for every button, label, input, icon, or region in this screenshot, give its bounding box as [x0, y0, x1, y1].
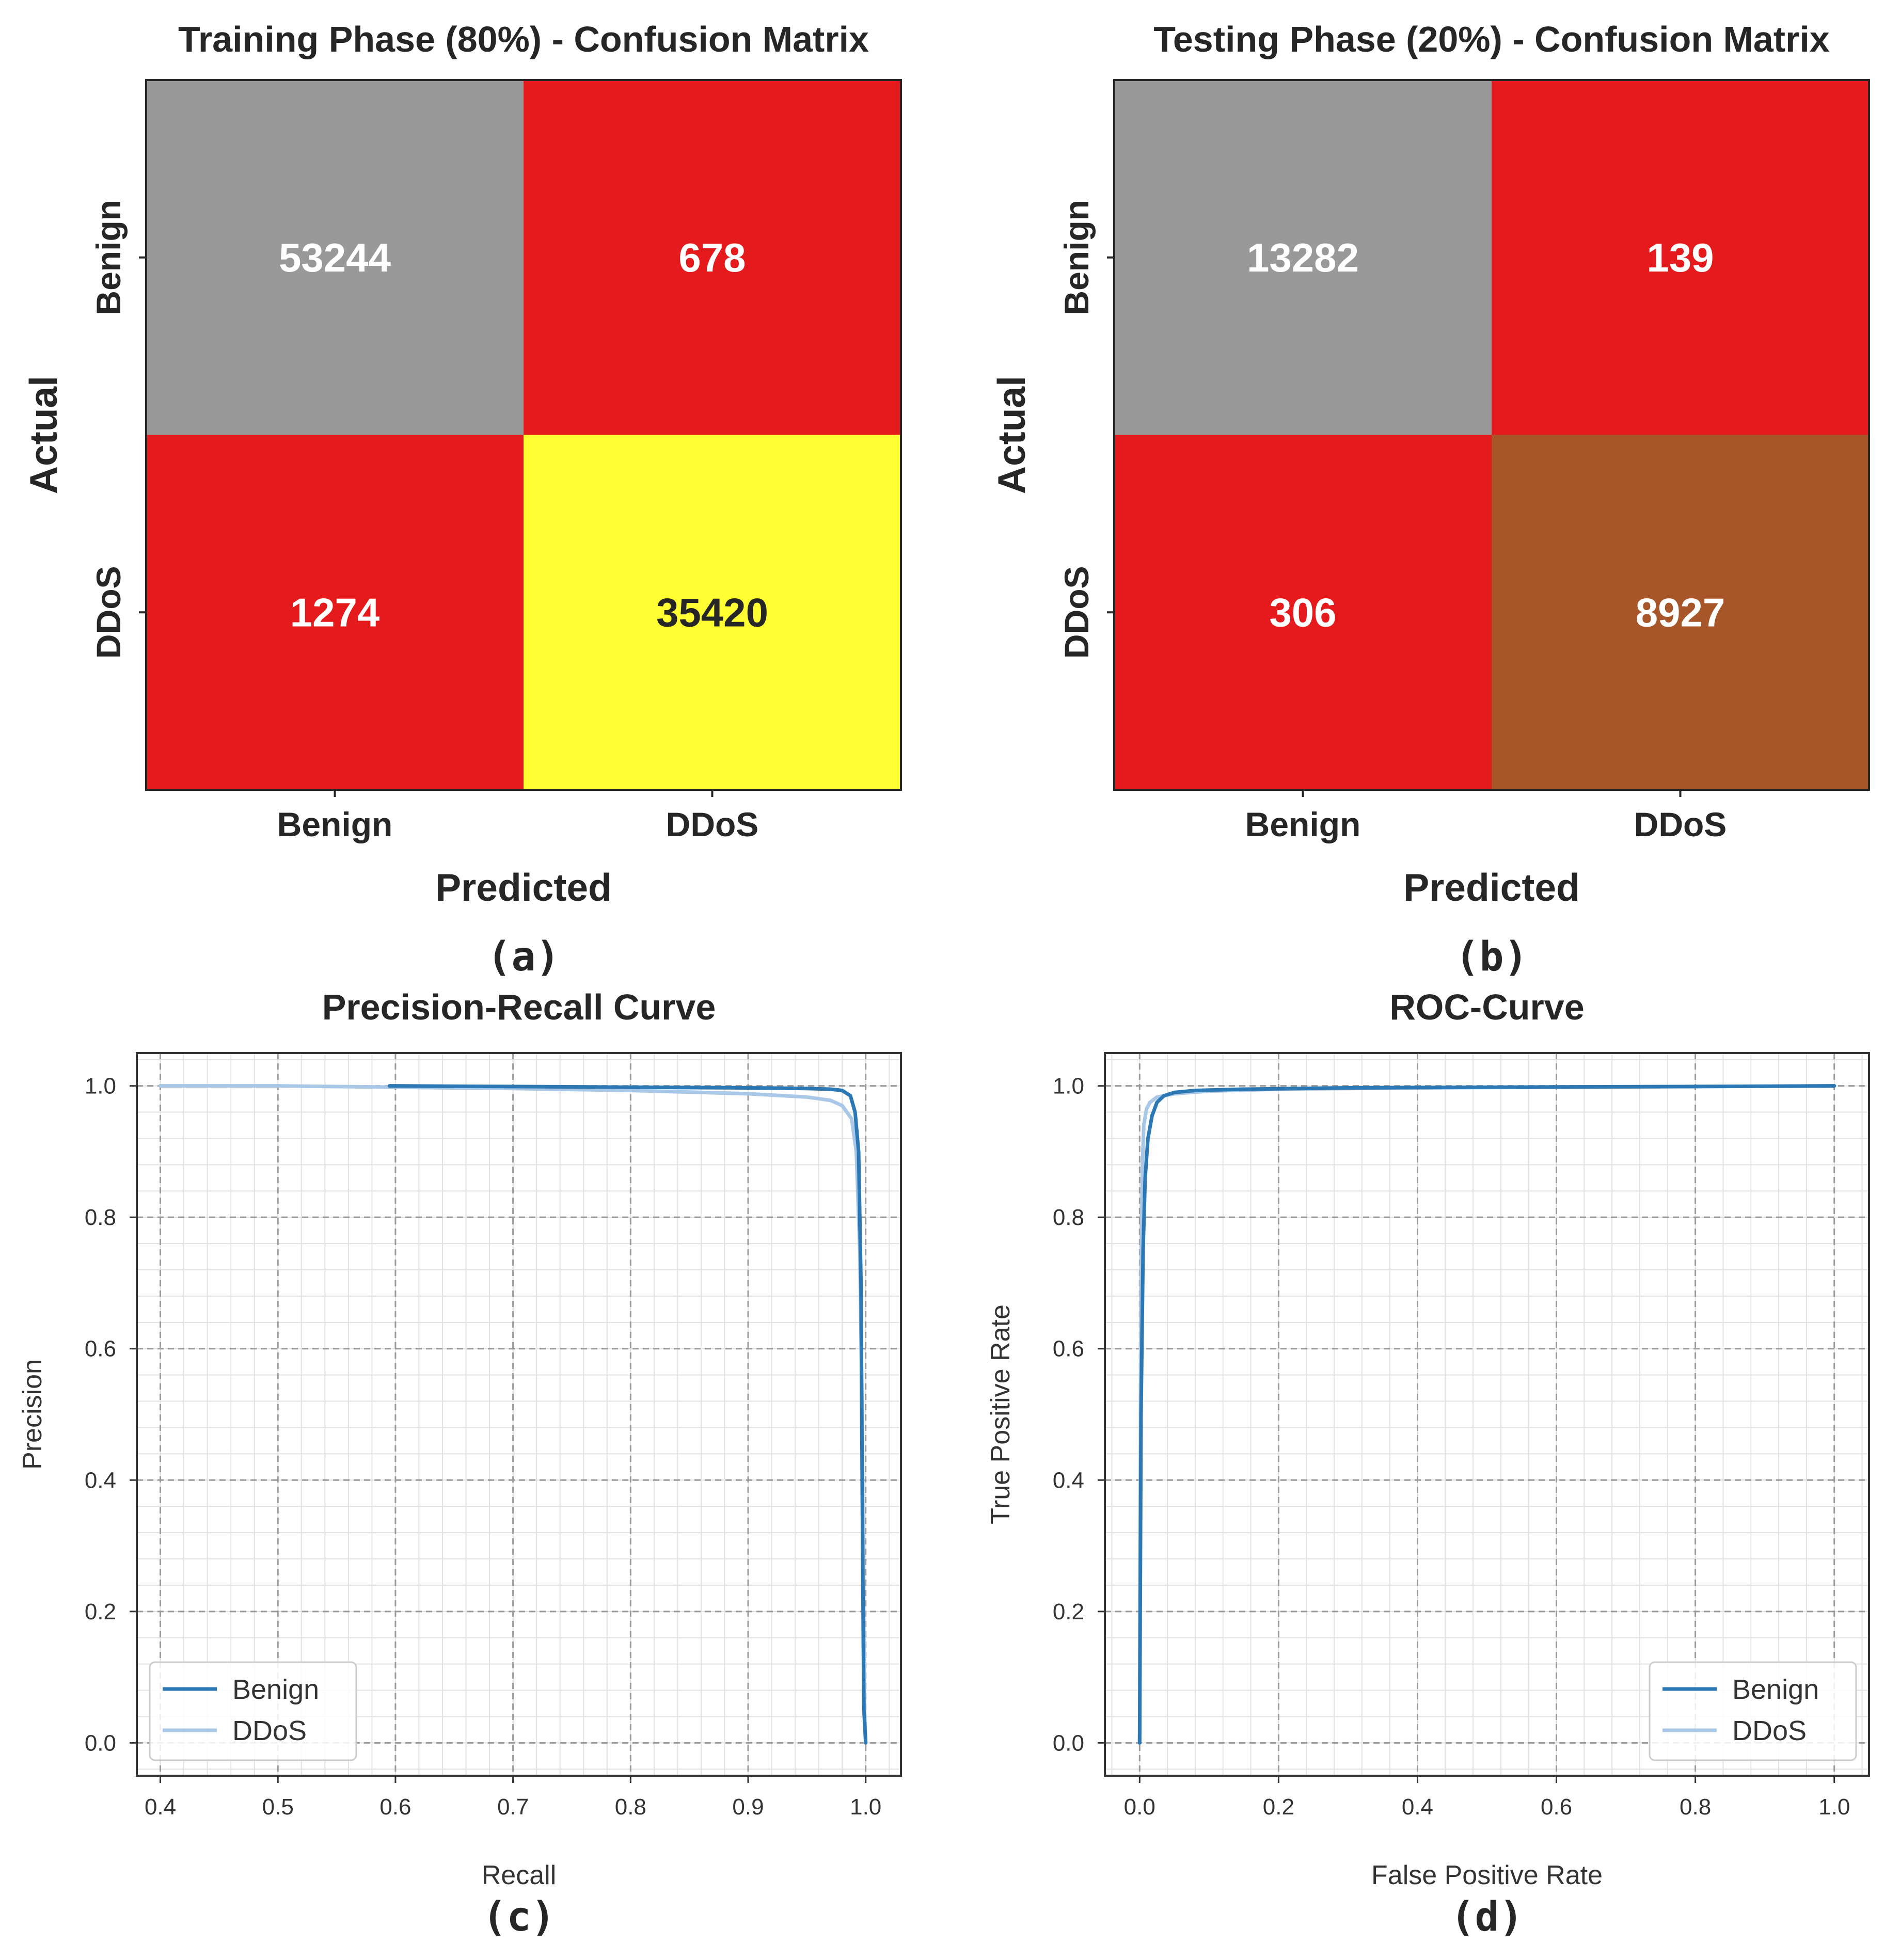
cell-value-label: 35420: [656, 589, 768, 635]
chart-title: ROC-Curve: [1389, 987, 1584, 1027]
y-axis-label: True Positive Rate: [986, 1304, 1016, 1524]
legend-label: DDoS: [1732, 1715, 1807, 1746]
cell-value-label: 13282: [1247, 235, 1359, 280]
legend-label: Benign: [232, 1674, 319, 1705]
y-tick-label: DDoS: [89, 566, 128, 659]
x-axis-label: False Positive Rate: [1371, 1860, 1603, 1890]
legend-box: [149, 1661, 357, 1761]
heatmap-cell: [146, 80, 524, 435]
heatmap-cell: [1114, 435, 1492, 790]
x-tick-label: 0.4: [1402, 1794, 1433, 1820]
x-axis-label: Recall: [482, 1860, 557, 1890]
heatmap-cell: [1114, 80, 1492, 435]
y-tick-label: 0.4: [1053, 1468, 1084, 1493]
cell-value-label: 1274: [290, 589, 380, 635]
y-tick-label: 0.4: [85, 1468, 116, 1493]
chart-title: Precision-Recall Curve: [322, 987, 716, 1027]
heatmap-cell: [146, 435, 524, 790]
plot-frame: [136, 1052, 902, 1777]
cell-value-label: 139: [1646, 235, 1714, 280]
y-tick-label: 0.0: [1053, 1730, 1084, 1756]
x-axis-label: Predicted: [435, 866, 612, 909]
legend: Benign DDoS: [1649, 1661, 1857, 1761]
panel-label: (a): [487, 934, 560, 980]
legend: Benign DDoS: [149, 1661, 357, 1761]
heatmap-cell: [1492, 435, 1869, 790]
x-tick-label: 0.2: [1263, 1794, 1294, 1820]
cell-value-label: 678: [678, 235, 746, 280]
x-tick-label: 0.4: [145, 1794, 176, 1820]
x-tick-label: 0.7: [497, 1794, 529, 1820]
precision-recall-panel: Precision-Recall Curve 0.4 0.5 0.6 0.7 0.8 0.9…: [18, 987, 902, 1940]
plot-frame: [1104, 1052, 1870, 1777]
series-line-benign: [388, 1084, 868, 1745]
x-tick-label: Benign: [1245, 805, 1361, 843]
x-tick-label: 1.0: [1818, 1794, 1850, 1820]
cell-value-label: 53244: [279, 235, 391, 280]
y-tick-label: 0.8: [1053, 1205, 1084, 1230]
cell-value-label: 8927: [1636, 589, 1725, 635]
x-tick-label: 1.0: [850, 1794, 881, 1820]
panel-label: (c): [483, 1894, 556, 1940]
x-tick-label: DDoS: [1634, 805, 1727, 843]
y-tick-label: 1.0: [1053, 1074, 1084, 1099]
x-tick-label: 0.0: [1124, 1794, 1155, 1820]
confusion-matrix-testing-panel: Testing Phase (20%) - Confusion Matrix 13…: [990, 19, 1870, 980]
y-tick-label: 0.6: [85, 1336, 116, 1362]
y-axis-label: Actual: [990, 376, 1033, 494]
y-tick-label: DDoS: [1057, 566, 1096, 659]
series-line-benign: [1137, 1084, 1836, 1745]
panel-label: (d): [1451, 1894, 1524, 1940]
chart-title: Training Phase (80%) - Confusion Matrix: [178, 19, 869, 59]
x-tick-label: 0.8: [615, 1794, 646, 1820]
y-tick-label: 0.8: [85, 1205, 116, 1230]
x-tick-label: Benign: [277, 805, 393, 843]
y-tick-label: 0.2: [1053, 1599, 1084, 1624]
x-tick-label: 0.6: [1541, 1794, 1572, 1820]
x-tick-label: 0.9: [732, 1794, 764, 1820]
y-axis-label: Actual: [22, 376, 65, 494]
x-axis-label: Predicted: [1403, 866, 1580, 909]
heatmap-frame: [145, 79, 902, 791]
x-tick-label: 0.5: [262, 1794, 294, 1820]
cell-value-label: 306: [1269, 589, 1336, 635]
y-tick-label: 0.2: [85, 1599, 116, 1624]
heatmap-cell: [524, 435, 901, 790]
y-axis-label: Precision: [18, 1359, 48, 1470]
heatmap-cell: [524, 80, 901, 435]
y-tick-label: 0.0: [85, 1730, 116, 1756]
heatmap-cell: [1492, 80, 1869, 435]
y-tick-label: 1.0: [85, 1074, 116, 1099]
y-tick-label: 0.6: [1053, 1336, 1084, 1362]
x-tick-label: 0.6: [379, 1794, 411, 1820]
panel-label: (b): [1455, 934, 1528, 980]
x-tick-label: DDoS: [666, 805, 759, 843]
chart-title: Testing Phase (20%) - Confusion Matrix: [1153, 19, 1829, 59]
y-tick-label: Benign: [1057, 200, 1096, 315]
legend-label: DDoS: [232, 1715, 307, 1746]
legend-label: Benign: [1732, 1674, 1819, 1705]
legend-box: [1649, 1661, 1857, 1761]
confusion-matrix-training-panel: Training Phase (80%) - Confusion Matrix 5…: [22, 19, 902, 980]
roc-curve-panel: ROC-Curve 0.0 0.2 0.4 0.6 0.8 1.0 0.0 0.2 0.4 0.6 0…: [986, 987, 1870, 1940]
y-tick-label: Benign: [89, 200, 128, 315]
heatmap-frame: [1113, 79, 1870, 791]
x-tick-label: 0.8: [1680, 1794, 1711, 1820]
